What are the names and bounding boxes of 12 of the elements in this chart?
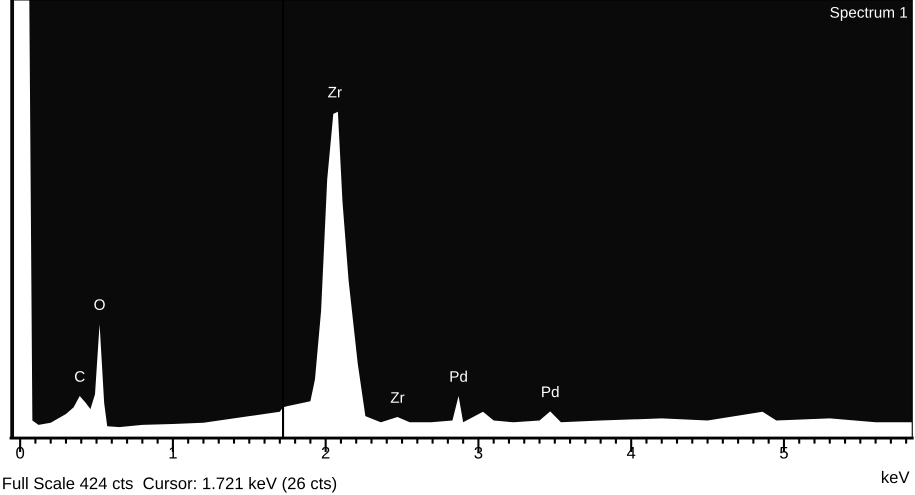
- annotation: Pd: [542, 386, 559, 398]
- annotation: Pd: [450, 370, 467, 382]
- annotation: C: [74, 371, 85, 382]
- x-tick-label: 3: [474, 446, 482, 459]
- annotation: Zr: [390, 392, 404, 403]
- text: Full Scale 424 cts Cursor: 1.721 keV (26 cts): [3, 476, 336, 493]
- x-axis-title: keV: [882, 470, 910, 484]
- annotation: Zr: [328, 86, 342, 98]
- annotation: Spectrum 1: [830, 6, 908, 21]
- x-tick-label: 2: [322, 446, 330, 458]
- x-tick-label: 0: [16, 446, 24, 459]
- annotation: O: [94, 299, 105, 310]
